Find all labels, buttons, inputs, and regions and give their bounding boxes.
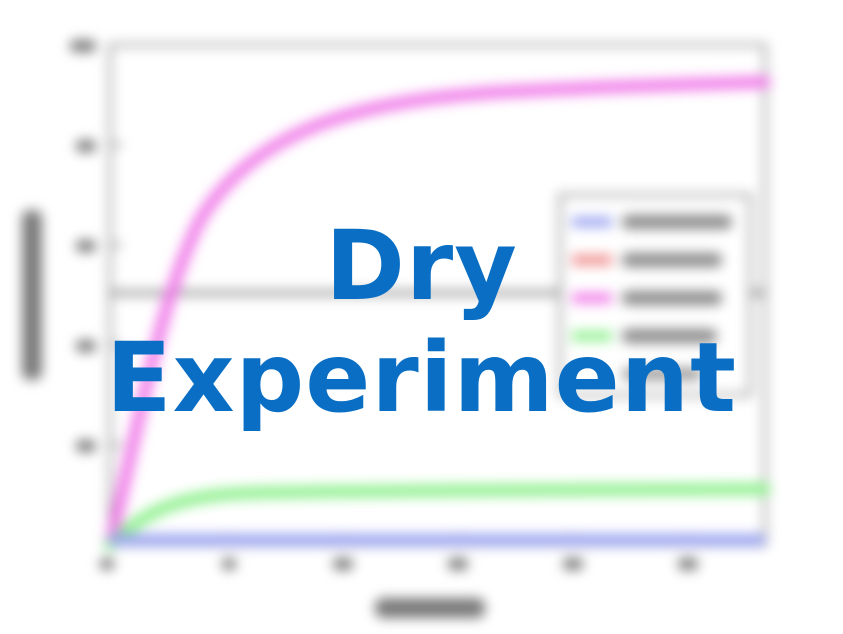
series-low-low bbox=[104, 483, 771, 551]
blurred-tick-labels bbox=[22, 40, 698, 618]
title-line-2: Experiment bbox=[106, 322, 737, 434]
series-low-high bbox=[104, 76, 771, 551]
title-line-1: Dry bbox=[325, 210, 518, 322]
dry-experiment-title: Dry Experiment bbox=[0, 210, 843, 434]
blurred-legend bbox=[558, 193, 752, 397]
